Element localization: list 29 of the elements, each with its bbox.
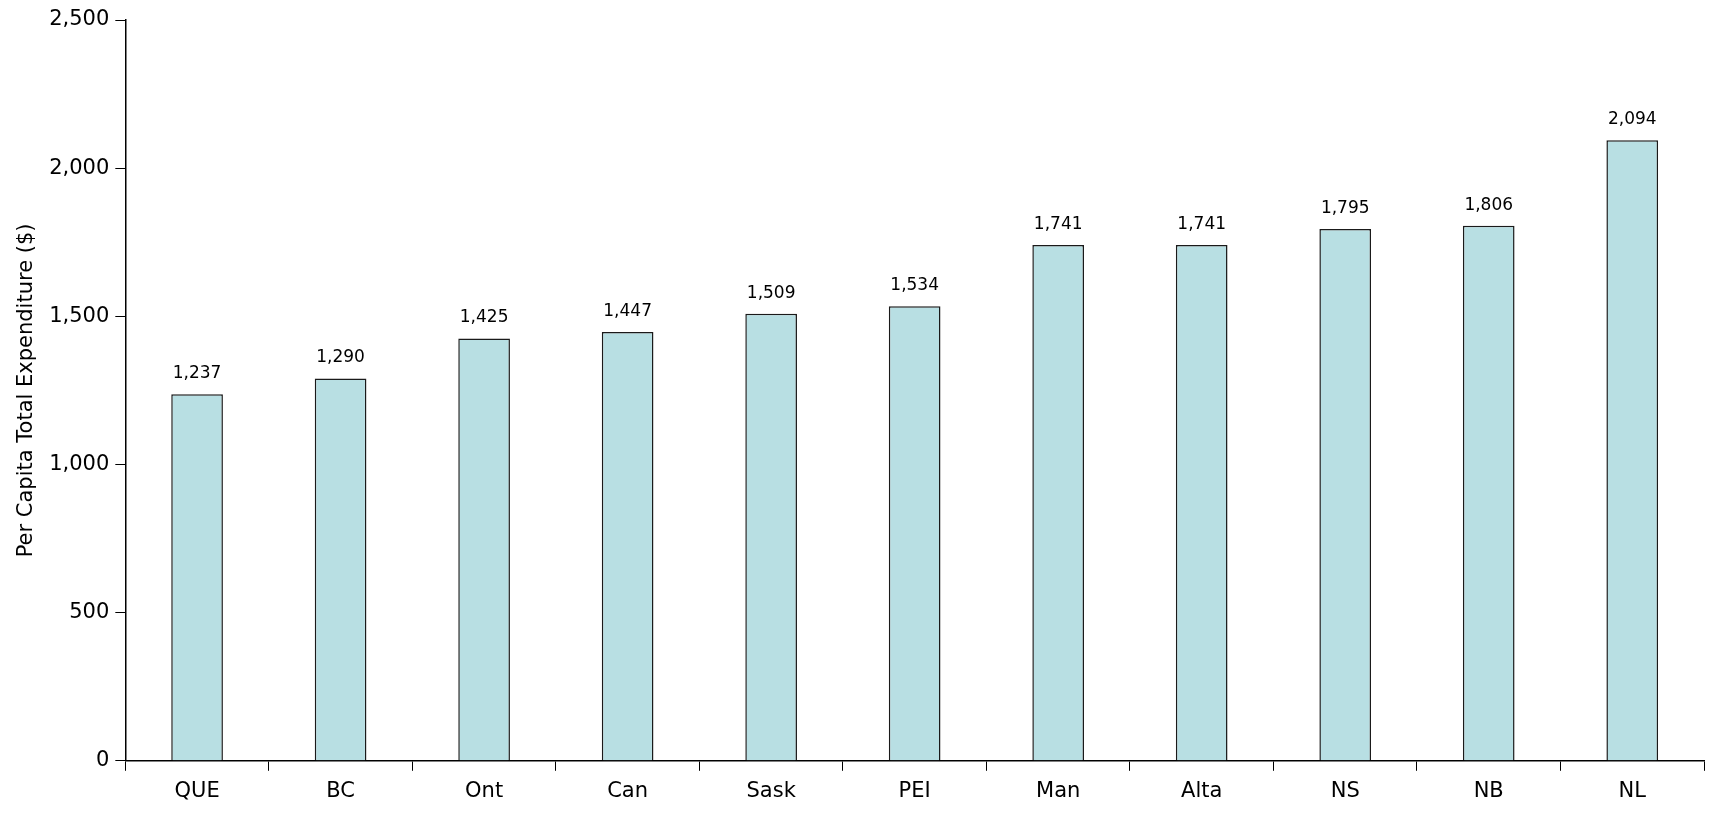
data-label: 1,795 [1320, 196, 1370, 217]
x-tick-label: Ont [465, 777, 504, 802]
data-label: 1,509 [746, 281, 796, 302]
y-tick-label: 1,000 [49, 450, 110, 475]
x-tick-label: Man [1036, 777, 1081, 802]
data-label: 1,237 [172, 362, 222, 383]
x-tick-label: NB [1473, 777, 1504, 802]
x-tick-label: BC [326, 777, 355, 802]
data-label: 2,094 [1607, 108, 1657, 129]
x-tick-label: Sask [746, 777, 797, 802]
y-axis-title: Per Capita Total Expenditure ($) [13, 223, 38, 558]
x-tick-label: NL [1618, 777, 1647, 802]
y-tick-label: 0 [95, 747, 110, 772]
data-label: 1,534 [890, 274, 939, 295]
data-label: 1,447 [603, 299, 652, 320]
x-tick-label: QUE [174, 777, 220, 802]
data-label: 1,290 [316, 346, 365, 367]
y-tick-label: 2,500 [49, 6, 110, 31]
y-tick-label: 1,500 [49, 302, 110, 327]
x-tick-label: NS [1330, 777, 1360, 802]
x-tick-label: PEI [898, 777, 931, 802]
data-label: 1,741 [1033, 212, 1083, 233]
x-tick-label: Can [607, 777, 649, 802]
data-label: 1,806 [1464, 193, 1514, 214]
y-tick-label: 500 [69, 599, 110, 624]
data-label: 1,425 [459, 306, 509, 327]
data-label: 1,741 [1177, 212, 1227, 233]
y-tick-label: 2,000 [49, 154, 110, 179]
x-tick-label: Alta [1181, 777, 1223, 802]
